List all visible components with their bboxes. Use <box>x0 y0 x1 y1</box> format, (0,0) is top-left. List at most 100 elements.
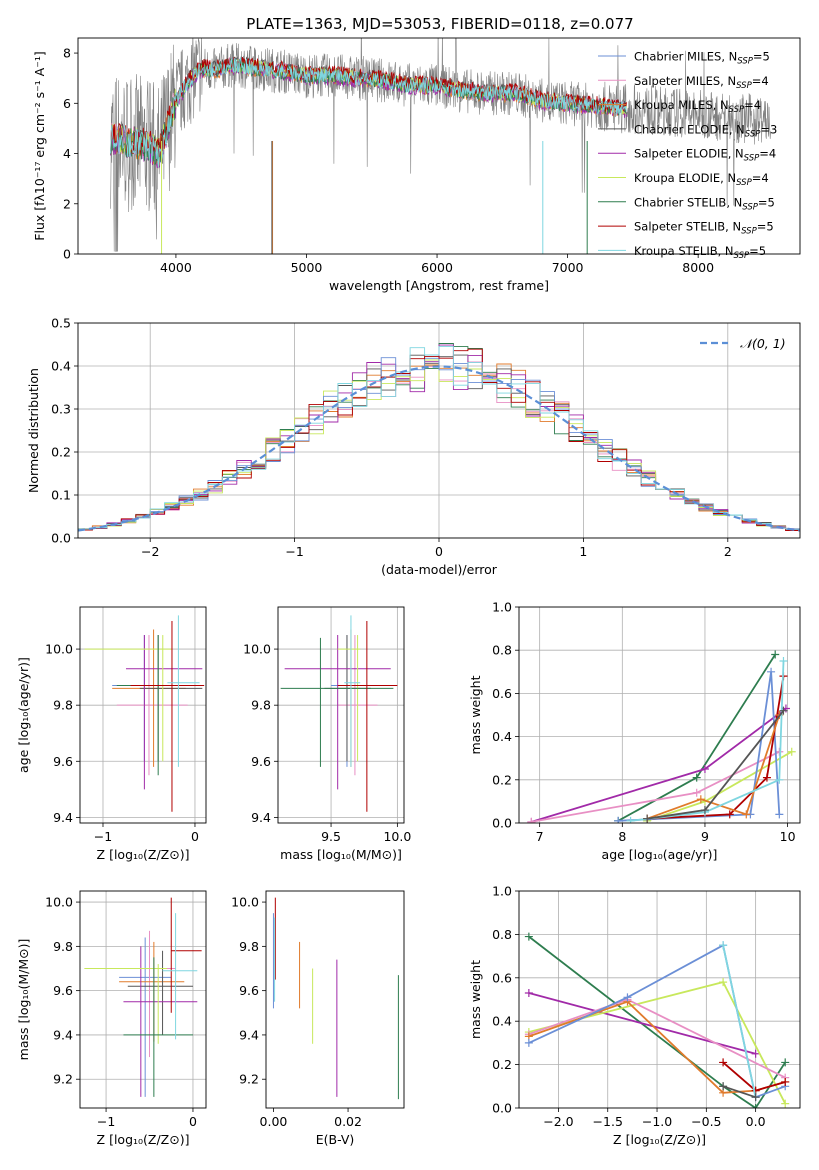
x-tick-label: 0 <box>191 829 199 844</box>
y-tick-label: 6 <box>63 96 71 111</box>
y-tick-label: 9.4 <box>239 1027 259 1042</box>
legend-entry: Chabrier MILES, NSSP=5 <box>634 50 770 67</box>
weight-vs-Z-plot-area <box>519 891 800 1108</box>
y-tick-label: 9.4 <box>53 1027 73 1042</box>
x-tick-label: 8000 <box>682 260 714 275</box>
x-tick-label: 9.5 <box>321 829 341 844</box>
y-tick-label: 9.8 <box>53 939 73 954</box>
y-tick-label: 4 <box>63 146 71 161</box>
y-tick-label: 0.0 <box>51 531 71 546</box>
mass-weight-line <box>722 1085 756 1099</box>
mass-weight-marker <box>527 817 536 823</box>
mass-weight-marker <box>779 706 788 715</box>
x-tick-label: 2 <box>724 544 732 559</box>
mass-weight-marker <box>524 988 533 997</box>
mass-weight-marker <box>623 993 632 1002</box>
y-tick-label: 0.8 <box>492 927 512 942</box>
mass-vs-EBV-plot-area <box>272 897 399 1100</box>
y-tick-label: 0.4 <box>51 359 71 374</box>
y-tick-label: 1.0 <box>492 884 512 899</box>
mass-weight-marker <box>781 1058 790 1067</box>
y-tick-label: 8 <box>63 46 71 61</box>
mass-weight-marker <box>696 795 705 804</box>
legend-entry: Chabrier STELIB, NSSP=5 <box>634 195 775 212</box>
mass-vs-Z-panel: −1 0 9.2 9.4 9.6 9.8 10.0 Z [log₁₀(Z/Z⊙)] mass [… <box>16 890 207 1147</box>
spectrum-plot-area <box>110 38 772 254</box>
mass-weight-marker <box>725 810 734 819</box>
x-tick-label: 0.02 <box>334 1114 362 1129</box>
axes-frame <box>265 890 405 1109</box>
legend-entry: Kroupa MILES, NSSP=4 <box>634 98 761 115</box>
mass-weight-marker <box>700 806 709 815</box>
y-axis-label: Normed distribution <box>26 368 41 493</box>
x-tick-label: −0.5 <box>691 1114 721 1129</box>
x-tick-label: −1 <box>285 544 303 559</box>
y-tick-label: 0.6 <box>492 686 512 701</box>
mass-weight-marker <box>614 816 623 823</box>
x-tick-label: −1 <box>94 829 112 844</box>
mass-weight-marker <box>719 1058 728 1067</box>
y-tick-label: 9.6 <box>251 754 271 769</box>
legend-entry: 𝒩(0, 1) <box>740 336 786 351</box>
weight-vs-age-panel: 7 8 9 10 0.0 0.2 0.4 0.6 0.8 1.0 age [log₁₀(age/yr… <box>468 600 801 862</box>
x-tick-label: 0 <box>435 544 443 559</box>
age-vs-Z-panel: −1 0 9.4 9.6 9.8 10.0 Z [log₁₀(Z/Z⊙)] age [log₁… <box>16 606 207 862</box>
mass-weight-marker <box>762 773 771 782</box>
y-tick-label: 0.6 <box>492 970 512 985</box>
mass-vs-EBV-panel: 0.00 0.02 9.2 9.4 9.6 9.8 10.0 E(B-V) <box>231 890 405 1147</box>
y-tick-label: 0.2 <box>492 772 512 787</box>
y-tick-label: 9.8 <box>251 698 271 713</box>
x-axis-label: E(B-V) <box>316 1132 355 1147</box>
y-tick-label: 0.2 <box>492 1057 512 1072</box>
y-tick-label: 0.4 <box>492 1014 512 1029</box>
y-tick-label: 10.0 <box>45 642 73 657</box>
y-axis-label: mass weight <box>468 675 483 754</box>
y-tick-label: 9.4 <box>53 810 73 825</box>
y-tick-label: 0 <box>63 247 71 262</box>
axes-frame <box>77 322 801 539</box>
y-tick-label: 0.4 <box>492 729 512 744</box>
y-tick-label: 0.0 <box>492 1101 512 1116</box>
y-tick-label: 10.0 <box>231 895 259 910</box>
x-tick-label: 7000 <box>552 260 584 275</box>
mass-weight-marker <box>775 810 784 819</box>
residuals-panel: −2 −1 0 1 2 0.0 0.1 0.2 0.3 0.4 0.5 (data-model)/er… <box>26 316 801 577</box>
x-tick-label: 1 <box>579 544 587 559</box>
legend-entry: Kroupa STELIB, NSSP=5 <box>634 244 766 261</box>
mass-weight-line <box>722 945 757 1098</box>
weight-vs-Z-panel: −2.0 −1.5 −1.0 −0.5 0.0 0.0 0.2 0.4 0.6 0.8 1.0 Z [… <box>468 884 801 1147</box>
mass-weight-marker <box>643 814 652 823</box>
mass-weight-marker <box>781 1099 790 1108</box>
x-tick-label: 9 <box>701 829 709 844</box>
axes-frame <box>277 606 405 824</box>
mass-weight-marker <box>751 1093 760 1102</box>
y-tick-label: 10.0 <box>45 895 73 910</box>
mass-weight-marker <box>700 765 709 773</box>
x-axis-label: (data-model)/error <box>381 562 498 577</box>
y-tick-label: 0.0 <box>492 816 512 831</box>
legend-entry: Chabrier ELODIE, NSSP=3 <box>634 122 777 139</box>
y-tick-label: 10.0 <box>243 642 271 657</box>
figure-title: PLATE=1363, MJD=53053, FIBERID=0118, z=0… <box>246 15 633 33</box>
mass-weight-line <box>646 714 781 820</box>
x-tick-label: 0 <box>189 1114 197 1129</box>
x-tick-label: 8 <box>618 829 626 844</box>
mass-weight-line <box>630 660 785 822</box>
x-tick-label: −2.0 <box>543 1114 573 1129</box>
model-line <box>110 56 627 168</box>
mass-weight-marker <box>767 667 776 676</box>
x-tick-label: −1.0 <box>642 1114 672 1129</box>
x-axis-label: Z [log₁₀(Z/Z⊙)] <box>613 1132 706 1147</box>
legend-entry: Salpeter ELODIE, NSSP=4 <box>634 147 776 164</box>
mass-weight-marker <box>779 657 788 665</box>
mass-weight-marker <box>626 816 635 823</box>
y-axis-label: mass weight <box>468 960 483 1039</box>
y-tick-label: 0.1 <box>51 488 71 503</box>
legend-entry: Salpeter MILES, NSSP=4 <box>634 74 769 91</box>
mass-vs-Z-plot-area <box>80 891 206 1108</box>
mass-weight-marker <box>719 1082 728 1091</box>
x-axis-label: wavelength [Angstrom, rest frame] <box>329 278 549 293</box>
x-tick-label: 0.00 <box>260 1114 288 1129</box>
